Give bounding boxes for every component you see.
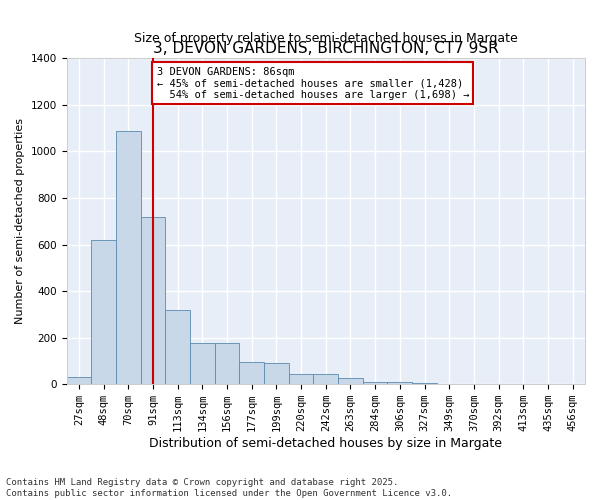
Bar [140, 216, 165, 384]
Text: 3 DEVON GARDENS: 86sqm
← 45% of semi-detached houses are smaller (1,428)
  54% o: 3 DEVON GARDENS: 86sqm ← 45% of semi-det… [157, 66, 469, 100]
Text: Size of property relative to semi-detached houses in Margate: Size of property relative to semi-detach… [134, 32, 518, 46]
Bar [116, 130, 140, 384]
Text: Contains HM Land Registry data © Crown copyright and database right 2025.
Contai: Contains HM Land Registry data © Crown c… [6, 478, 452, 498]
Bar [91, 240, 116, 384]
Bar [289, 374, 313, 384]
Bar [190, 344, 215, 384]
Bar [338, 378, 363, 384]
Bar [215, 344, 239, 384]
Y-axis label: Number of semi-detached properties: Number of semi-detached properties [15, 118, 25, 324]
Bar [412, 383, 437, 384]
Bar [388, 382, 412, 384]
Bar [313, 374, 338, 384]
Bar [67, 377, 91, 384]
Bar [165, 310, 190, 384]
Bar [363, 382, 388, 384]
Bar [264, 364, 289, 384]
Bar [239, 362, 264, 384]
Title: 3, DEVON GARDENS, BIRCHINGTON, CT7 9SR: 3, DEVON GARDENS, BIRCHINGTON, CT7 9SR [153, 41, 499, 56]
X-axis label: Distribution of semi-detached houses by size in Margate: Distribution of semi-detached houses by … [149, 437, 502, 450]
